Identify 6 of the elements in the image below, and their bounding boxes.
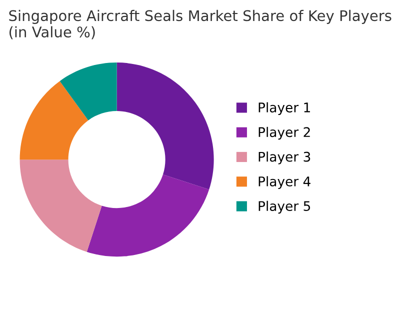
legend-label: Player 5	[258, 200, 310, 214]
legend-label: Player 1	[258, 102, 310, 116]
legend-label: Player 3	[258, 152, 310, 164]
legend-label: Player 4	[258, 176, 310, 189]
legend-label: Player 2	[258, 126, 310, 140]
chart-title: Singapore Aircraft Seals Market Share of Key Players (in Value %)	[9, 10, 392, 40]
